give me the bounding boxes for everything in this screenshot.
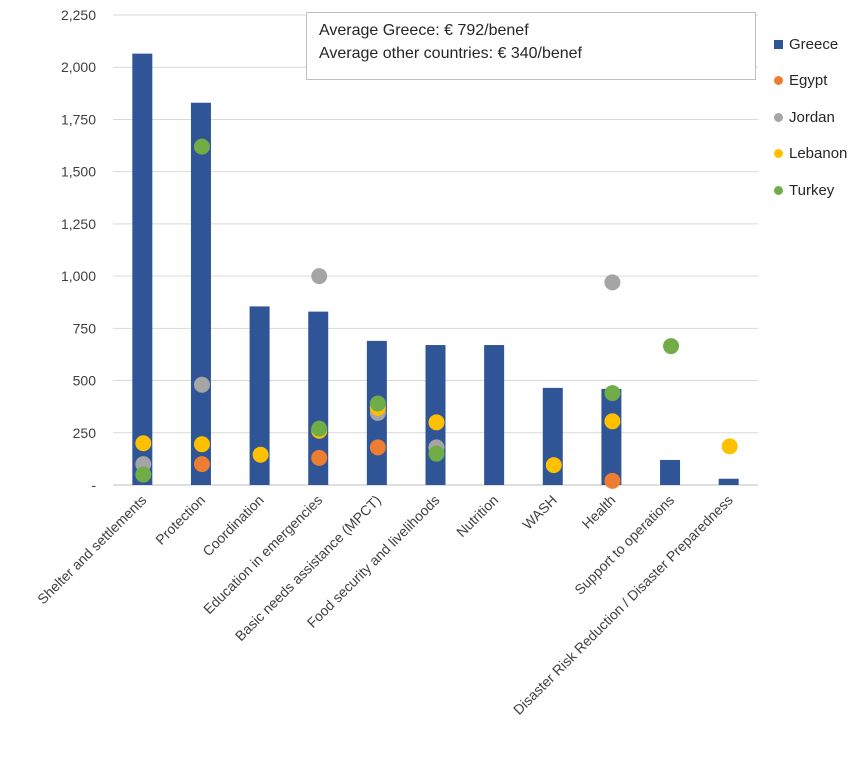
- dot-egypt: [604, 472, 621, 489]
- y-tick-label: 250: [73, 425, 97, 441]
- dot-turkey: [193, 138, 210, 155]
- dot-lebanon: [721, 438, 738, 455]
- legend-item-egypt: Egypt: [774, 63, 847, 100]
- legend: Greece Egypt Jordan Lebanon Turkey: [774, 26, 847, 209]
- legend-item-turkey: Turkey: [774, 172, 847, 209]
- dot-egypt: [193, 456, 210, 473]
- y-tick-label: 1,750: [61, 111, 96, 127]
- x-category-label: Protection: [152, 492, 208, 548]
- legend-item-jordan: Jordan: [774, 99, 847, 136]
- dot-turkey: [663, 338, 680, 355]
- x-category-label: Education in emergencies: [200, 492, 325, 617]
- bar-greece: [601, 388, 622, 485]
- legend-label-egypt: Egypt: [789, 72, 828, 90]
- dot-lebanon: [252, 446, 269, 463]
- bar-greece: [190, 102, 211, 485]
- bar-greece: [308, 311, 329, 485]
- legend-item-lebanon: Lebanon: [774, 136, 847, 173]
- dot-lebanon: [428, 414, 445, 431]
- dot-turkey: [604, 385, 621, 402]
- x-axis-labels: Shelter and settlements ProtectionCoordin…: [34, 492, 736, 718]
- dot-lebanon: [545, 457, 562, 474]
- y-tick-label: -: [91, 477, 96, 493]
- bar-greece: [718, 478, 739, 485]
- dot-jordan: [604, 274, 621, 291]
- annotation-other: Average other countries: € 340/benef: [319, 45, 582, 62]
- y-axis-ticks: - 250 500 750 1,000 1,250 1,500 1,750 2,000 2,250: [61, 7, 96, 493]
- dots: [135, 138, 738, 489]
- y-tick-label: 1,500: [61, 164, 96, 180]
- dot-lebanon: [135, 435, 152, 452]
- dot-turkey: [369, 395, 386, 412]
- y-tick-label: 1,000: [61, 268, 96, 284]
- legend-item-greece: Greece: [774, 26, 847, 63]
- legend-label-jordan: Jordan: [789, 108, 835, 126]
- y-tick-label: 2,000: [61, 59, 96, 75]
- dot-jordan: [193, 376, 210, 393]
- dot-lebanon: [604, 413, 621, 430]
- x-category-label: Disaster Risk Reduction / Disaster Prepa…: [510, 492, 736, 718]
- x-category-label: Shelter and settlements: [34, 492, 149, 607]
- x-category-label: Health: [579, 492, 619, 532]
- bar-greece: [249, 306, 270, 485]
- dot-lebanon: [193, 436, 210, 453]
- legend-label-lebanon: Lebanon: [789, 145, 848, 163]
- annotation-greece: Average Greece: € 792/benef: [319, 22, 529, 39]
- legend-swatch-greece: [774, 39, 783, 49]
- y-tick-label: 750: [73, 320, 97, 336]
- x-category-label: Support to operations: [571, 492, 677, 598]
- dot-turkey: [428, 445, 445, 462]
- dot-egypt: [369, 439, 386, 456]
- legend-swatch-lebanon: [774, 149, 783, 159]
- bar-greece: [132, 53, 153, 486]
- bar-greece: [484, 345, 505, 485]
- dot-turkey: [311, 420, 328, 437]
- y-tick-label: 1,250: [61, 216, 96, 232]
- legend-label-greece: Greece: [789, 35, 839, 53]
- dot-jordan: [311, 268, 328, 285]
- legend-label-turkey: Turkey: [789, 181, 835, 199]
- y-tick-label: 500: [73, 373, 97, 389]
- x-category-label: WASH: [519, 492, 560, 533]
- legend-swatch-egypt: [774, 76, 783, 86]
- average-annotation-box: Average Greece: € 792/benef Average othe…: [306, 12, 756, 80]
- y-tick-label: 2,250: [61, 7, 96, 23]
- legend-swatch-jordan: [774, 112, 783, 122]
- dot-turkey: [135, 466, 152, 483]
- bar-greece: [660, 459, 681, 485]
- legend-swatch-turkey: [774, 185, 783, 195]
- x-category-label: Nutrition: [453, 492, 501, 540]
- dot-egypt: [311, 449, 328, 466]
